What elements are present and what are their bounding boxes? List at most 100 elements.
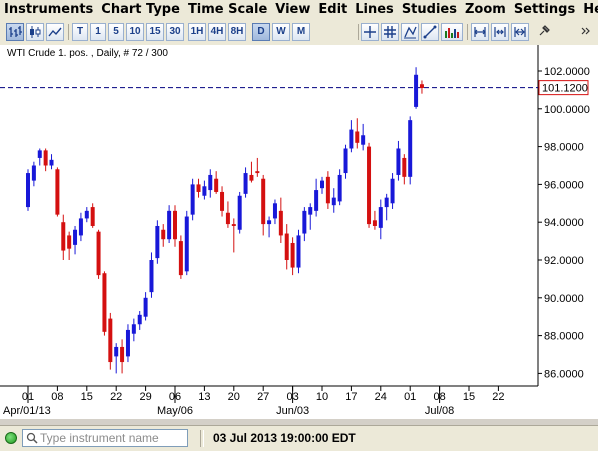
candle-body	[137, 314, 142, 325]
candle-body	[414, 74, 419, 107]
time-tick-label: 10	[316, 391, 328, 403]
month-label: Jul/08	[425, 405, 454, 417]
candle-chart-type-button[interactable]	[26, 23, 44, 41]
candle-body	[320, 180, 324, 189]
month-label: Jun/03	[276, 405, 309, 417]
line-chart-type-button[interactable]	[46, 23, 64, 41]
volume-button[interactable]	[441, 23, 463, 41]
candle-body	[155, 225, 160, 259]
candle-body	[284, 233, 289, 260]
time-tick-label: 15	[81, 391, 93, 403]
price-tick-label: 100.0000	[544, 104, 590, 116]
fit-time-button[interactable]	[511, 23, 529, 41]
timeframe-button-t[interactable]: T	[72, 23, 88, 41]
candle-body	[67, 235, 72, 249]
menu-settings[interactable]: Settings	[513, 2, 576, 17]
price-tick-label: 86.0000	[544, 368, 584, 380]
time-tick-label: 15	[463, 391, 475, 403]
bar-chart-type-button[interactable]	[6, 23, 24, 41]
candle-body	[220, 191, 225, 211]
grid-icon	[384, 26, 396, 38]
zoom-out-time-button[interactable]	[491, 23, 509, 41]
timeframe-button-15[interactable]: 15	[146, 23, 164, 41]
pin-icon	[539, 25, 550, 36]
timeframe-button-1h[interactable]: 1H	[188, 23, 206, 41]
line-tool-button[interactable]	[421, 23, 439, 41]
menu-time-scale[interactable]: Time Scale	[187, 2, 268, 17]
price-tick-label: 90.0000	[544, 293, 584, 305]
last-price-box	[538, 80, 589, 96]
price-tick-label: 94.0000	[544, 217, 584, 229]
month-label: May/06	[157, 405, 193, 417]
status-bar: 03 Jul 2013 19:00:00 EDT	[0, 425, 598, 451]
candle-body	[325, 176, 330, 204]
candle-body	[396, 148, 401, 175]
timeframe-button-m[interactable]: M	[292, 23, 310, 41]
candle-body	[73, 229, 78, 245]
candle-body	[408, 120, 413, 177]
timeframe-button-10[interactable]: 10	[126, 23, 144, 41]
timeframe-button-1[interactable]: 1	[90, 23, 106, 41]
volume-bars-icon	[445, 28, 459, 38]
candle-body	[384, 197, 389, 208]
candle-body	[290, 242, 295, 268]
candle-body	[367, 146, 372, 225]
time-tick-label: 22	[492, 391, 504, 403]
candle-body	[302, 210, 307, 234]
candle-body	[173, 210, 177, 240]
timeframe-button-5[interactable]: 5	[108, 23, 124, 41]
price-scale-button[interactable]	[401, 23, 419, 41]
timeframe-button-8h[interactable]: 8H	[228, 23, 246, 41]
candle-body	[331, 197, 336, 206]
price-tick-label: 98.0000	[544, 142, 584, 154]
menu-zoom[interactable]: Zoom	[464, 2, 506, 17]
pin-button[interactable]	[535, 23, 553, 41]
candle-body	[243, 173, 248, 194]
candle-body	[96, 231, 101, 276]
search-icon	[26, 432, 38, 444]
zoom-in-time-button[interactable]	[471, 23, 489, 41]
timeframe-button-30[interactable]: 30	[166, 23, 184, 41]
candle-body	[378, 207, 383, 228]
candle-body	[343, 148, 348, 174]
candle-body	[267, 220, 272, 225]
candle-body	[149, 260, 154, 293]
grid-button[interactable]	[381, 23, 399, 41]
timeframe-button-4h[interactable]: 4H	[208, 23, 226, 41]
time-tick-label: 24	[375, 391, 387, 403]
candle-body	[296, 235, 301, 268]
price-chart[interactable]: WTI Crude 1. pos. , Daily, # 72 / 300 86…	[0, 45, 598, 419]
time-tick-label: 29	[139, 391, 151, 403]
price-tick-label: 102.0000	[544, 66, 590, 78]
candle-body	[178, 241, 183, 276]
ohlc-bars-icon	[9, 26, 22, 37]
candle-body	[120, 346, 125, 363]
menu-lines[interactable]: Lines	[355, 2, 394, 17]
compress-arrows-icon	[494, 27, 506, 37]
instrument-search-input[interactable]	[40, 430, 184, 446]
menu-instruments[interactable]: Instruments	[4, 2, 94, 17]
time-tick-label: 01	[404, 391, 416, 403]
candle-body	[143, 297, 148, 317]
toolbar: T 1 5 10 15 30 1H 4H 8H D W M	[0, 19, 598, 46]
toolbar-overflow-button[interactable]	[579, 23, 593, 41]
crosshair-button[interactable]	[361, 23, 379, 41]
time-tick-label: 22	[110, 391, 122, 403]
candle-body	[43, 150, 48, 166]
menu-view[interactable]: View	[275, 2, 311, 17]
candle-body	[237, 195, 242, 230]
menu-chart-type[interactable]: Chart Type	[101, 2, 180, 17]
menu-edit[interactable]: Edit	[318, 2, 348, 17]
menu-studies[interactable]: Studies	[401, 2, 457, 17]
candle-body	[55, 169, 60, 215]
candle-body	[202, 186, 207, 196]
price-tick-label: 92.0000	[544, 255, 584, 267]
candle-body	[26, 173, 30, 208]
timeframe-button-d[interactable]: D	[252, 23, 270, 41]
timeframe-button-w[interactable]: W	[272, 23, 290, 41]
candle-body	[314, 190, 319, 211]
instrument-search-box[interactable]	[22, 429, 188, 447]
menu-help[interactable]: Help	[583, 2, 598, 17]
candle-body	[131, 324, 136, 334]
time-tick-label: 27	[257, 391, 269, 403]
